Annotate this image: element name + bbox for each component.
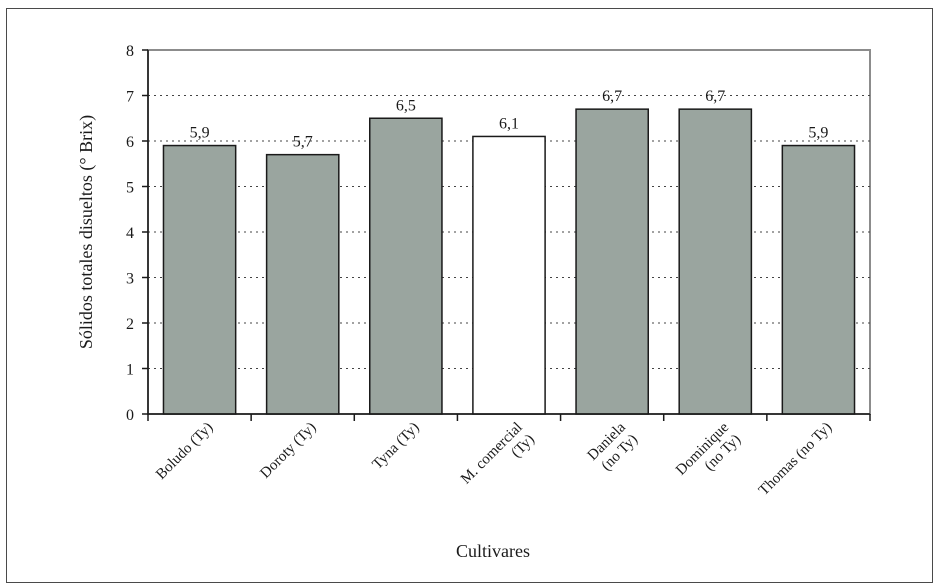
data-label: 6,7 — [705, 88, 725, 105]
bar — [369, 117, 443, 415]
y-tick-label: 0 — [126, 407, 134, 424]
data-label: 6,1 — [499, 115, 519, 132]
y-tick-label: 3 — [126, 271, 134, 288]
y-tick-label: 8 — [126, 43, 134, 60]
y-ticks: 0 1 2 3 4 5 6 7 8 — [126, 43, 148, 424]
data-label: 6,5 — [396, 97, 416, 114]
x-tick-label: Boludo (Ty) — [153, 420, 216, 483]
x-tick-label: Daniela(no Ty) — [585, 419, 642, 476]
y-axis-title: Sólidos totales disueltos (° Brix) — [76, 115, 97, 349]
data-label: 6,7 — [602, 88, 622, 105]
data-label: 5,9 — [190, 125, 210, 142]
data-labels: 5,9 5,7 6,5 6,1 6,7 6,7 5,9 — [190, 88, 829, 150]
y-tick-label: 4 — [126, 225, 134, 242]
y-tick-label: 6 — [126, 134, 134, 151]
y-tick-label: 2 — [126, 316, 134, 333]
bar — [162, 144, 237, 415]
x-axis-title: Cultivares — [456, 541, 530, 561]
data-label: 5,9 — [808, 125, 828, 142]
y-tick-label: 7 — [126, 89, 134, 106]
bar — [781, 144, 856, 415]
x-ticks: Boludo (Ty) Doroty (Ty) Tyna (Ty) M. comerc… — [147, 414, 871, 500]
bar — [575, 108, 649, 415]
bar — [472, 135, 546, 415]
data-label: 5,7 — [293, 134, 313, 151]
x-tick-label: Thomas (no Ty) — [756, 420, 835, 499]
x-tick-label: Doroty (Ty) — [257, 420, 319, 482]
x-tick-label: Tyna (Ty) — [370, 420, 423, 473]
x-tick-label: Dominique(no Ty) — [673, 419, 744, 490]
y-tick-label: 1 — [126, 362, 134, 379]
y-tick-label: 5 — [126, 180, 134, 197]
x-tick-label: M. comercial(Ty) — [458, 420, 538, 500]
bar — [678, 108, 753, 415]
bars — [162, 108, 856, 415]
bar — [265, 153, 340, 415]
